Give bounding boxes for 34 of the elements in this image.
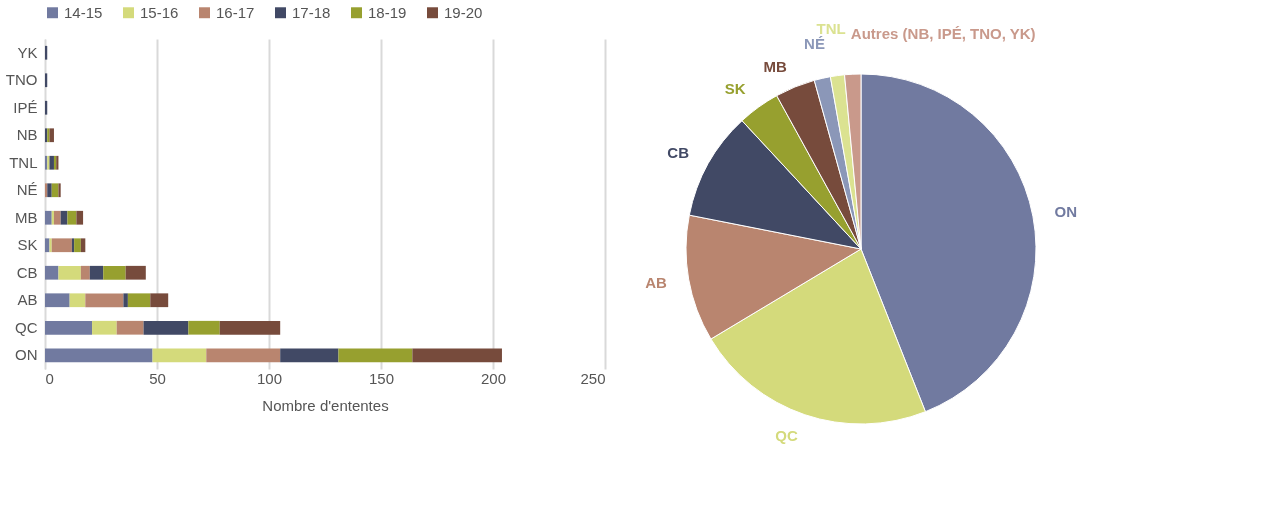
slice-label: MB bbox=[763, 57, 787, 75]
slice-label: NÉ bbox=[804, 34, 825, 52]
slice-label: TNL bbox=[816, 19, 846, 37]
y-tick-label: SK bbox=[17, 236, 38, 254]
y-tick-label: IPÉ bbox=[13, 98, 38, 116]
legend-label: 18-19 bbox=[368, 3, 407, 21]
legend-label: 19-20 bbox=[444, 3, 483, 21]
y-tick-label: MB bbox=[15, 208, 38, 226]
legend-label: 17-18 bbox=[292, 3, 331, 21]
y-tick-label: TNL bbox=[9, 153, 38, 171]
x-tick-label: 250 bbox=[580, 369, 606, 387]
legend-label: 16-17 bbox=[216, 3, 255, 21]
slice-label: QC bbox=[775, 426, 798, 444]
y-tick-label: TNO bbox=[5, 71, 38, 89]
x-tick-label: 0 bbox=[45, 369, 54, 387]
slice-label: CB bbox=[667, 144, 690, 162]
y-tick-label: CB bbox=[16, 263, 38, 281]
y-tick-label: ON bbox=[15, 346, 38, 364]
slice-label: ON bbox=[1054, 203, 1078, 221]
x-tick-label: 150 bbox=[368, 369, 395, 387]
slice-label: SK bbox=[724, 80, 746, 98]
y-tick-label: NB bbox=[16, 126, 38, 144]
y-tick-label: YK bbox=[17, 43, 38, 61]
x-tick-label: 50 bbox=[149, 369, 166, 387]
y-tick-label: QC bbox=[15, 318, 38, 336]
y-tick-label: AB bbox=[17, 291, 38, 309]
x-tick-label: 200 bbox=[480, 369, 507, 387]
x-tick-label: 100 bbox=[256, 369, 283, 387]
legend-label: 15-16 bbox=[140, 3, 179, 21]
x-axis-title: Nombre d'ententes bbox=[262, 396, 389, 414]
y-tick-label: NÉ bbox=[16, 181, 38, 199]
slice-label: Autres (NB, IPÉ, TNO, YK) bbox=[850, 25, 1036, 43]
slice-label: AB bbox=[645, 273, 668, 291]
legend-label: 14-15 bbox=[64, 3, 103, 21]
